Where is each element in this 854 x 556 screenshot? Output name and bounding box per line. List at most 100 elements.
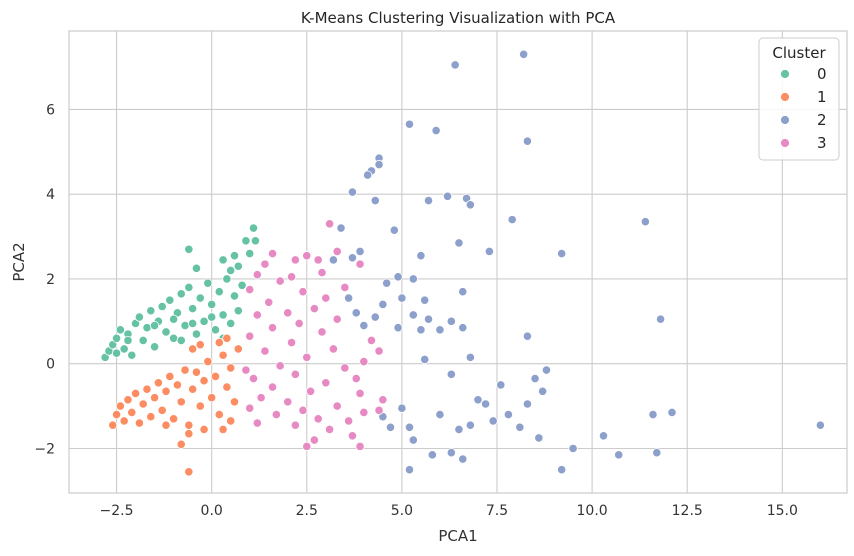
data-point: [370, 312, 380, 322]
data-point: [188, 318, 198, 329]
data-point: [195, 340, 205, 350]
data-point: [328, 255, 339, 265]
data-point: [420, 354, 430, 365]
x-tick-label: 0.0: [201, 503, 223, 519]
data-point: [241, 365, 251, 375]
x-tick-label: 7.5: [486, 503, 508, 519]
y-tick-label: 2: [46, 272, 55, 288]
data-point: [355, 441, 365, 451]
data-point: [180, 365, 190, 375]
data-point: [507, 215, 517, 225]
y-tick-label: 0: [46, 357, 55, 373]
data-point: [233, 306, 243, 316]
y-tick-label: −2: [34, 441, 55, 457]
data-point: [134, 418, 144, 428]
data-point: [382, 278, 392, 288]
data-point: [378, 395, 388, 405]
data-point: [134, 312, 144, 322]
data-point: [180, 320, 190, 331]
data-point: [241, 236, 251, 246]
data-point: [374, 405, 384, 415]
data-point: [408, 310, 418, 320]
x-tick-label: 15.0: [767, 503, 798, 519]
data-point: [435, 409, 445, 420]
data-point: [340, 282, 350, 293]
data-point: [515, 422, 525, 432]
data-point: [366, 335, 377, 346]
data-point: [256, 393, 266, 403]
data-point: [119, 344, 129, 354]
data-point: [229, 251, 240, 261]
data-point: [229, 291, 240, 301]
data-point: [226, 318, 236, 329]
legend-label: 2: [817, 111, 827, 129]
data-point: [149, 393, 160, 403]
data-point: [111, 348, 122, 358]
data-point: [328, 344, 339, 354]
data-point: [286, 337, 297, 348]
legend-marker: [780, 69, 790, 79]
data-point: [218, 424, 228, 435]
data-point: [522, 399, 533, 409]
data-point: [458, 287, 468, 297]
x-axis-title: PCA1: [438, 527, 477, 545]
data-point: [165, 295, 175, 305]
data-point: [309, 304, 319, 314]
data-point: [176, 289, 186, 299]
data-point: [210, 325, 221, 335]
data-point: [214, 409, 224, 420]
data-point: [340, 363, 350, 373]
data-point: [655, 314, 666, 324]
data-point: [454, 424, 464, 435]
data-point: [332, 401, 342, 411]
data-point: [408, 274, 418, 284]
data-point: [260, 346, 270, 356]
data-point: [473, 395, 483, 405]
legend-marker: [780, 138, 790, 148]
data-point: [458, 323, 468, 333]
data-point: [347, 253, 358, 263]
data-point: [408, 435, 418, 445]
data-point: [290, 369, 300, 379]
data-point: [195, 293, 205, 303]
data-point: [347, 187, 358, 197]
data-point: [226, 363, 236, 373]
data-point: [267, 382, 278, 392]
data-point: [378, 299, 388, 309]
data-point: [648, 409, 658, 420]
data-point: [245, 284, 255, 295]
data-point: [229, 397, 240, 407]
data-point: [222, 382, 232, 392]
data-point: [161, 386, 171, 396]
data-point: [207, 312, 217, 322]
data-point: [283, 397, 293, 407]
data-point: [252, 418, 262, 428]
data-point: [321, 293, 331, 303]
data-point: [465, 420, 475, 430]
data-point: [245, 248, 255, 259]
data-point: [222, 274, 232, 284]
data-point: [355, 259, 365, 269]
data-point: [260, 259, 270, 269]
data-point: [519, 49, 529, 59]
data-point: [252, 270, 262, 280]
data-point: [226, 416, 236, 426]
data-point: [393, 323, 403, 333]
legend-title: Cluster: [772, 44, 826, 62]
data-point: [245, 403, 255, 413]
data-point: [146, 412, 156, 422]
data-point: [325, 424, 335, 435]
x-tick-label: 5.0: [391, 503, 413, 519]
data-point: [450, 60, 460, 70]
data-point: [484, 246, 494, 257]
data-point: [130, 388, 141, 398]
data-point: [252, 310, 262, 320]
x-tick-labels: −2.5 0.0 2.5 5.0 7.5 10.0 12.5 15.0: [100, 503, 798, 519]
data-point: [294, 318, 304, 329]
data-point: [138, 399, 148, 409]
data-point: [458, 454, 468, 464]
legend-label: 3: [817, 134, 827, 152]
data-point: [248, 373, 259, 384]
data-point: [222, 333, 232, 343]
data-point: [385, 422, 396, 432]
